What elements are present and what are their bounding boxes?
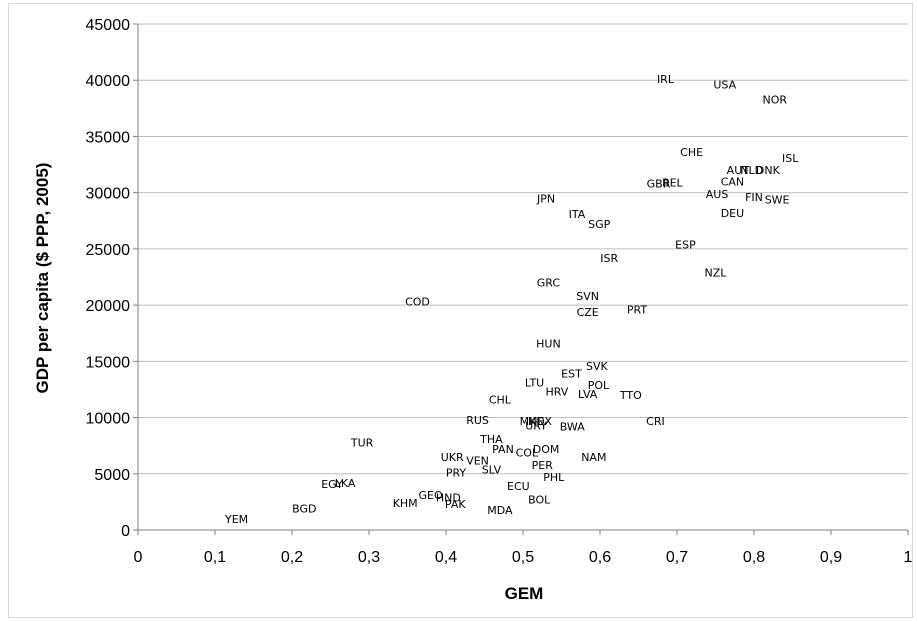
point-label: POL	[588, 379, 610, 392]
point-label: ISL	[782, 152, 799, 165]
point-label: BGD	[292, 503, 316, 516]
point-label: CRI	[646, 415, 665, 428]
point-label: BOL	[528, 494, 551, 507]
y-axis-title: GDP per capita ($ PPP, 2005)	[33, 163, 52, 394]
gridlines	[138, 23, 908, 475]
point-label: DOM	[533, 443, 560, 456]
x-tick-label: 0	[134, 549, 143, 566]
point-label: GEO	[419, 489, 443, 502]
y-tick-label: 20000	[86, 298, 131, 315]
y-tick-label: 45000	[86, 17, 131, 34]
point-label: PHL	[543, 471, 565, 484]
point-label: PAN	[492, 443, 514, 456]
point-label: URY	[525, 419, 547, 432]
y-tick-label: 40000	[86, 73, 131, 90]
point-label: KHM	[393, 497, 418, 510]
point-label: COD	[405, 296, 430, 309]
point-label: CZE	[577, 306, 599, 319]
x-tick-label: 0,9	[820, 549, 842, 566]
point-label: COL	[516, 446, 539, 459]
point-label: LVA	[578, 388, 598, 401]
point-label: ESP	[675, 238, 696, 251]
y-tick-label: 0	[121, 523, 130, 540]
point-label: AUS	[706, 188, 729, 201]
point-label: JPN	[536, 192, 555, 205]
point-label: USA	[713, 79, 736, 92]
point-label: ITA	[569, 208, 586, 221]
axes	[133, 23, 909, 535]
x-tick-label: 0,3	[358, 549, 380, 566]
point-label: GBR	[647, 178, 671, 191]
point-label: NZL	[705, 267, 728, 280]
y-tick-label: 30000	[86, 186, 131, 203]
x-tick-label: 0,1	[204, 549, 226, 566]
point-label: CHE	[680, 146, 703, 159]
point-label: LTU	[525, 377, 544, 390]
point-label: EGY	[321, 478, 343, 491]
x-tick-label: 1	[904, 549, 913, 566]
chart-border	[8, 3, 913, 618]
point-label: THA	[479, 433, 503, 446]
point-label: CAN	[721, 175, 744, 188]
point-label: DEU	[721, 207, 744, 220]
point-label: BWA	[560, 421, 585, 434]
y-tick-label: 5000	[94, 467, 130, 484]
x-tick-label: 0,7	[666, 549, 688, 566]
point-label: CHL	[489, 394, 512, 407]
point-label: YEM	[224, 513, 248, 526]
point-label: GRC	[537, 277, 561, 290]
point-label: MEX	[528, 415, 552, 428]
y-tick-label: 10000	[86, 411, 131, 428]
point-label: NAM	[581, 451, 606, 464]
point-label: SVN	[576, 290, 599, 303]
point-label: SVK	[586, 360, 609, 373]
point-label: SWE	[765, 193, 790, 206]
point-label: LKA	[335, 477, 356, 490]
point-label: MDA	[487, 504, 513, 517]
point-label: VEN	[466, 454, 489, 467]
point-label: NLD	[740, 164, 763, 177]
point-label: MKD	[520, 415, 545, 428]
point-label: SLV	[482, 463, 502, 476]
point-label: FIN	[745, 191, 763, 204]
point-label: UKR	[441, 451, 464, 464]
point-label: HRV	[545, 386, 568, 399]
point-label: ECU	[507, 480, 530, 493]
y-tick-label: 15000	[86, 354, 131, 371]
point-label: EST	[561, 368, 582, 381]
point-label: ISR	[600, 252, 618, 265]
point-label: PER	[532, 459, 554, 472]
point-label: IRL	[657, 73, 675, 86]
point-label: RUS	[466, 414, 489, 427]
x-tick-label: 0,6	[589, 549, 611, 566]
point-label: NOR	[763, 93, 788, 106]
y-tick-labels: 0 5000 10000 15000 20000 25000 30000 35000 40000…	[86, 17, 131, 540]
point-label: TUR	[350, 436, 374, 449]
point-label: HUN	[536, 337, 561, 350]
point-label: SGP	[588, 218, 611, 231]
point-label: PAK	[445, 498, 466, 511]
point-label: HND	[436, 491, 461, 504]
point-label: DNK	[756, 164, 781, 177]
point-label: AUT	[727, 164, 750, 177]
x-axis-title: GEM	[505, 584, 544, 603]
point-label: BEL	[662, 177, 683, 190]
x-tick-label: 0,2	[281, 549, 303, 566]
x-tick-label: 0,4	[435, 549, 457, 566]
x-tick-label: 0,8	[743, 549, 765, 566]
x-tick-label: 0,5	[512, 549, 534, 566]
point-label: PRT	[627, 304, 647, 317]
point-label: PRY	[446, 467, 467, 480]
point-label: TTO	[619, 389, 642, 402]
y-tick-label: 25000	[86, 242, 131, 259]
x-tick-labels: 0 0,1 0,2 0,3 0,4 0,5 0,6 0,7 0,8 0,9 1	[134, 549, 913, 566]
y-tick-label: 35000	[86, 129, 131, 146]
